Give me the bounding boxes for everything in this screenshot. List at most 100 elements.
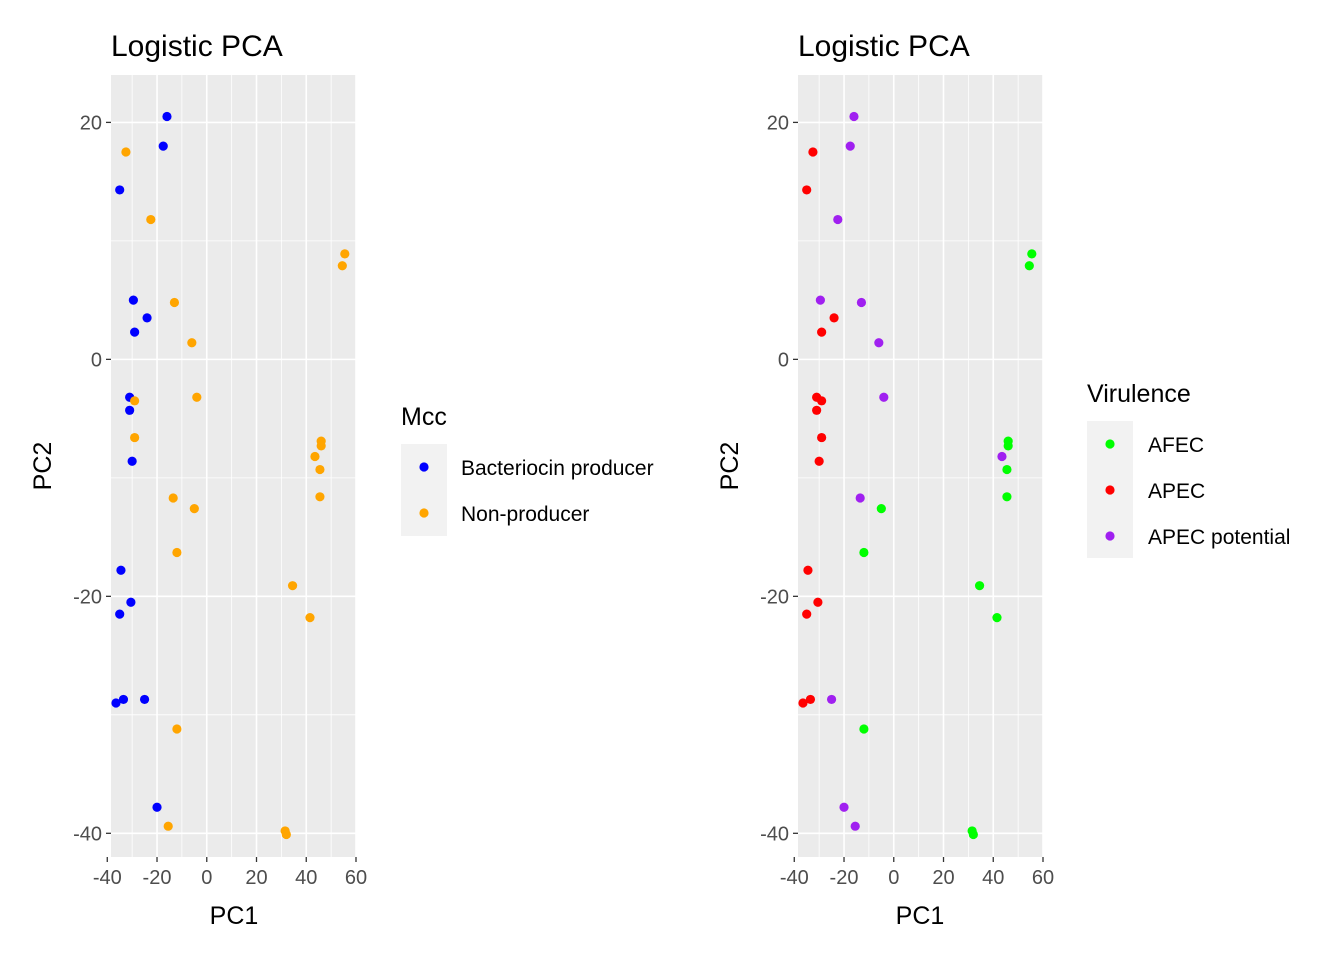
legend-key-afec — [1105, 439, 1115, 449]
scatter-panel-virulence: Logistic PCA -40 -20 0 20 40 60 -40 -20 0 20 PC1… — [716, 30, 1290, 930]
point-apec-potential — [997, 451, 1007, 462]
point-non-producer — [168, 493, 178, 503]
x-tick-label: 40 — [295, 867, 317, 889]
point-afec — [1002, 492, 1012, 502]
major-gridlines — [106, 75, 357, 857]
point-apec — [805, 694, 816, 705]
point-apec — [817, 432, 827, 443]
point-apec-potential — [815, 295, 825, 305]
x-tick-label: -40 — [780, 867, 809, 889]
point-afec — [1027, 249, 1037, 259]
point-afec — [859, 724, 869, 734]
point-non-producer — [337, 261, 347, 271]
point-apec — [814, 456, 824, 466]
point-non-producer — [163, 821, 173, 831]
y-axis-label: PC2 — [29, 442, 57, 491]
x-tick-label: -40 — [93, 867, 122, 889]
legend-title: Mcc — [401, 403, 447, 431]
point-apec-potential — [833, 214, 843, 225]
point-non-producer — [130, 432, 140, 443]
data-points — [798, 111, 1037, 840]
point-apec — [803, 565, 813, 575]
y-tick-label: 0 — [91, 349, 102, 371]
point-bacteriocin-producer — [126, 597, 136, 607]
y-tick-label: -20 — [760, 586, 789, 608]
point-non-producer — [310, 451, 320, 462]
point-non-producer — [146, 214, 156, 225]
point-apec — [812, 405, 822, 415]
point-afec — [992, 613, 1002, 623]
point-afec — [968, 829, 978, 840]
x-axis-label: PC1 — [896, 902, 945, 930]
point-bacteriocin-producer — [128, 295, 138, 305]
x-tick-label: 0 — [201, 867, 212, 889]
y-tick-label: 0 — [778, 349, 789, 371]
scatter-panel-mcc: Logistic PCA -40 -20 0 20 40 60 -40 -20 0 20 PC1… — [29, 30, 654, 930]
data-points — [111, 111, 350, 840]
y-axis-label: PC2 — [716, 442, 744, 491]
point-non-producer — [287, 581, 298, 591]
y-axis-ticks: -40 -20 0 20 — [760, 112, 798, 845]
point-bacteriocin-producer — [162, 111, 172, 122]
point-non-producer — [315, 464, 325, 475]
point-apec-potential — [839, 802, 849, 812]
point-bacteriocin-producer — [115, 609, 125, 619]
point-non-producer — [281, 829, 291, 840]
point-apec — [829, 313, 839, 323]
minor-gridlines — [798, 75, 1043, 857]
legend-label-bacteriocin-producer: Bacteriocin producer — [461, 457, 654, 480]
point-apec — [798, 698, 808, 708]
point-apec-potential — [850, 821, 860, 831]
point-bacteriocin-producer — [111, 698, 121, 708]
point-non-producer — [169, 297, 180, 308]
point-non-producer — [121, 147, 131, 157]
point-non-producer — [172, 724, 182, 734]
point-bacteriocin-producer — [152, 802, 162, 812]
point-afec — [1003, 441, 1013, 451]
point-apec-potential — [849, 111, 859, 122]
legend-label-apec: APEC — [1148, 480, 1205, 503]
point-bacteriocin-producer — [127, 456, 137, 466]
y-tick-label: 20 — [767, 112, 789, 134]
chart-title: Logistic PCA — [798, 30, 970, 63]
point-non-producer — [189, 504, 199, 514]
y-tick-label: -40 — [73, 823, 102, 845]
legend-key-bacteriocin-producer — [419, 462, 429, 472]
x-tick-label: -20 — [830, 867, 859, 889]
x-axis-ticks: -40 -20 0 20 40 60 — [93, 857, 367, 889]
point-non-producer — [305, 613, 315, 623]
y-tick-label: -20 — [73, 586, 102, 608]
x-tick-label: 20 — [932, 867, 954, 889]
point-afec — [974, 581, 985, 591]
point-apec-potential — [879, 392, 889, 402]
point-afec — [876, 504, 886, 514]
x-tick-label: 40 — [982, 867, 1004, 889]
x-tick-label: 60 — [345, 867, 367, 889]
point-bacteriocin-producer — [125, 405, 135, 415]
legend-title: Virulence — [1087, 380, 1191, 408]
x-axis-label: PC1 — [210, 902, 259, 930]
major-gridlines — [793, 75, 1044, 857]
point-non-producer — [316, 441, 326, 451]
legend-key-apec-potential — [1105, 531, 1115, 541]
point-bacteriocin-producer — [139, 694, 150, 705]
plot-background — [111, 75, 356, 857]
point-apec-potential — [874, 338, 884, 348]
y-tick-label: 20 — [80, 112, 102, 134]
x-tick-label: -20 — [143, 867, 172, 889]
legend-key-apec — [1105, 485, 1115, 495]
point-apec-potential — [845, 141, 855, 151]
chart-title: Logistic PCA — [111, 30, 283, 63]
point-non-producer — [340, 249, 350, 259]
point-afec — [1024, 261, 1034, 271]
legend-label-non-producer: Non-producer — [461, 503, 589, 526]
point-apec — [813, 597, 823, 607]
x-axis-ticks: -40 -20 0 20 40 60 — [780, 857, 1054, 889]
y-axis-ticks: -40 -20 0 20 — [73, 112, 111, 845]
point-apec — [802, 609, 812, 619]
point-apec-potential — [826, 694, 837, 705]
legend-label-apec-potential: APEC potential — [1148, 526, 1290, 549]
point-non-producer — [187, 338, 197, 348]
x-tick-label: 20 — [245, 867, 267, 889]
